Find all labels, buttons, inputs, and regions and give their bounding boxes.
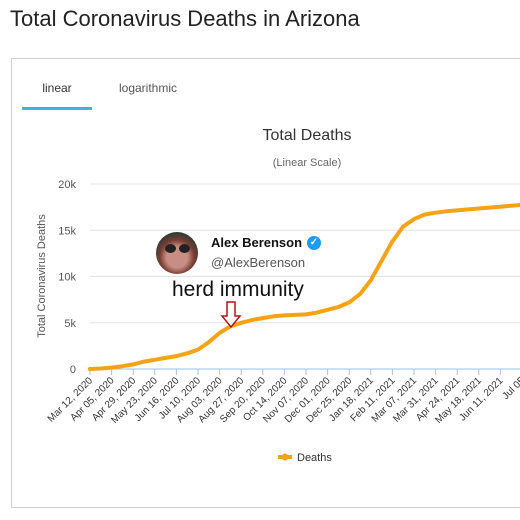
tweet-author-handle: @AlexBerenson — [211, 255, 306, 270]
sunglasses-icon — [179, 244, 190, 253]
annotation-label: herd immunity — [172, 278, 304, 301]
y-tick-label: 5k — [64, 318, 76, 330]
tweet-header: Alex Berenson ✓ @AlexBerenson — [156, 232, 356, 276]
legend-label: Deaths — [297, 452, 332, 464]
chart-subtitle: (Linear Scale) — [273, 157, 341, 169]
avatar — [156, 232, 198, 274]
page-title: Total Coronavirus Deaths in Arizona — [10, 6, 360, 31]
y-axis-label: Total Coronavirus Deaths — [36, 214, 48, 338]
y-tick-label: 20k — [58, 179, 76, 191]
sunglasses-icon — [165, 244, 176, 253]
tab-logarithmic[interactable]: logarithmic — [118, 81, 178, 95]
y-tick-label: 10k — [58, 272, 76, 284]
x-tick-label: Jul 05 — [500, 375, 520, 402]
legend[interactable]: Deaths — [278, 452, 332, 464]
tweet-author-name: Alex Berenson — [211, 235, 303, 250]
series-line-deaths — [88, 202, 520, 371]
chart-card: linear logarithmic — [11, 58, 520, 508]
verified-badge-icon: ✓ — [307, 236, 321, 250]
gridlines — [90, 183, 520, 370]
legend-marker-dot — [281, 453, 289, 461]
chart-title: Total Deaths — [263, 127, 352, 144]
y-tick-labels: 0 5k 10k 15k 20k — [58, 179, 76, 376]
y-tick-label: 0 — [70, 364, 76, 376]
y-tick-label: 15k — [58, 225, 76, 237]
tab-linear[interactable]: linear — [22, 59, 92, 110]
down-arrow-icon — [220, 301, 242, 329]
